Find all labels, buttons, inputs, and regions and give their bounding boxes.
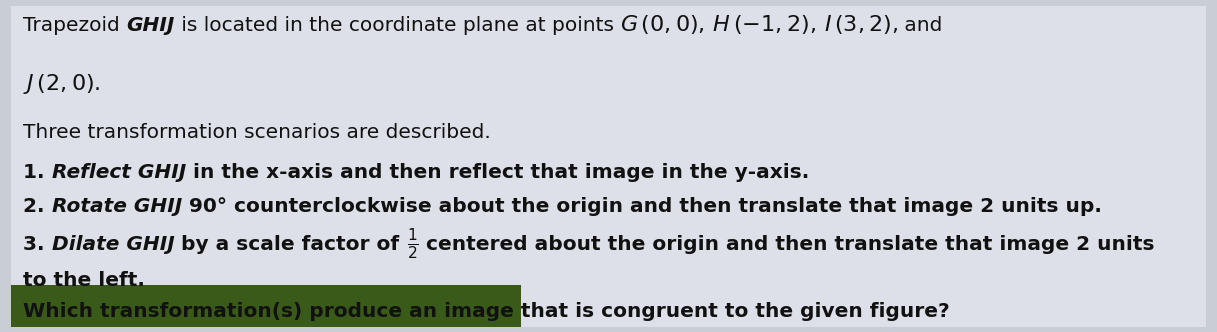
Text: Rotate GHIJ: Rotate GHIJ: [52, 197, 183, 216]
Text: 90° counterclockwise about the origin and then translate that image 2 units up.: 90° counterclockwise about the origin an…: [183, 197, 1101, 216]
Text: $\frac{1}{2}$: $\frac{1}{2}$: [406, 226, 419, 261]
Text: by a scale factor of: by a scale factor of: [174, 235, 406, 254]
Bar: [11, 285, 521, 327]
Text: centered about the origin and then translate that image 2 units: centered about the origin and then trans…: [419, 235, 1154, 254]
Text: 1.: 1.: [23, 163, 52, 182]
Text: to the left.: to the left.: [23, 271, 145, 290]
Text: GHIJ: GHIJ: [127, 16, 175, 35]
Text: Dilate GHIJ: Dilate GHIJ: [52, 235, 174, 254]
Text: 2.: 2.: [23, 197, 52, 216]
Text: $G\,(0,0),\,H\,(-1,2),\,I\,(3,2),$: $G\,(0,0),\,H\,(-1,2),\,I\,(3,2),$: [621, 13, 898, 36]
Text: $J\,(2,0).$: $J\,(2,0).$: [23, 72, 101, 96]
Text: Three transformation scenarios are described.: Three transformation scenarios are descr…: [23, 123, 490, 142]
Text: Trapezoid: Trapezoid: [23, 16, 127, 35]
Text: Which transformation(s) produce an image that is congruent to the given figure?: Which transformation(s) produce an image…: [23, 302, 950, 321]
FancyBboxPatch shape: [11, 6, 1206, 327]
Text: is located in the coordinate plane at points: is located in the coordinate plane at po…: [175, 16, 621, 35]
Text: in the x-axis and then reflect that image in the y-axis.: in the x-axis and then reflect that imag…: [186, 163, 809, 182]
Text: and: and: [898, 16, 943, 35]
Text: 3.: 3.: [23, 235, 52, 254]
Text: Reflect GHIJ: Reflect GHIJ: [52, 163, 186, 182]
